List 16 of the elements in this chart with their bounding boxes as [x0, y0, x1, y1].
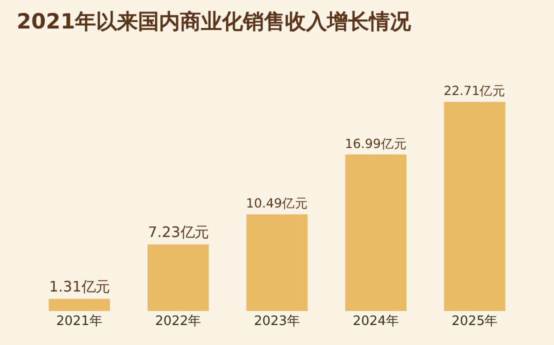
data-label: 16.99亿元	[344, 136, 407, 151]
bar	[444, 102, 506, 311]
data-label: 22.71亿元	[444, 83, 506, 98]
data-label: 7.23亿元	[148, 225, 208, 242]
bar	[148, 244, 209, 311]
chart-title: 2021年以来国内商业化销售收入增长情况	[16, 10, 412, 34]
x-tick-label: 2025年	[452, 314, 498, 329]
bar	[48, 298, 110, 311]
bar	[246, 214, 308, 311]
x-tick-label: 2024年	[352, 314, 399, 329]
x-tick-label: 2023年	[254, 314, 300, 329]
data-label: 10.49亿元	[246, 196, 308, 211]
x-tick-label: 2022年	[155, 314, 202, 329]
data-label: 1.31亿元	[49, 280, 110, 296]
bar	[345, 154, 406, 311]
x-tick-label: 2021年	[56, 314, 102, 329]
